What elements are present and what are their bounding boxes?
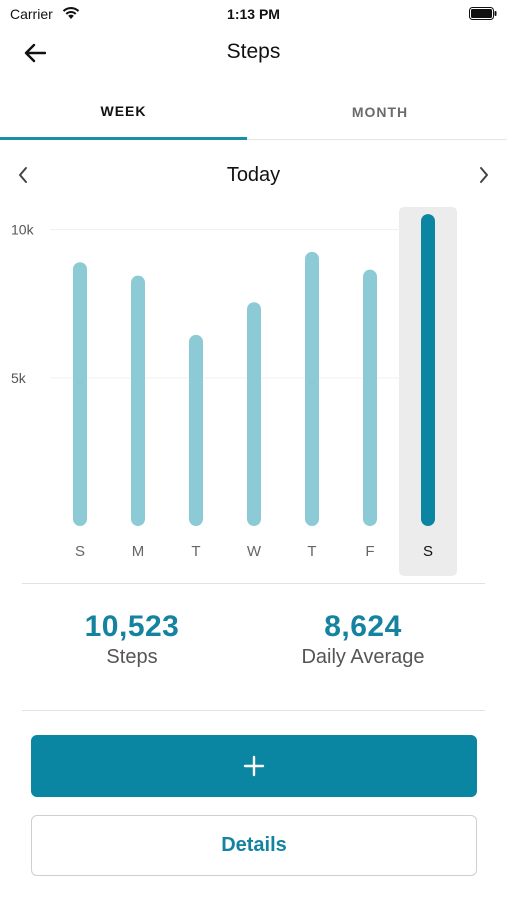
status-time: 1:13 PM: [227, 6, 280, 22]
period-navigator: Today: [0, 150, 507, 200]
daily-average-stat: 8,624 Daily Average: [263, 610, 463, 669]
divider: [22, 583, 485, 584]
y-tick-label: 5k: [11, 370, 27, 386]
tab-month[interactable]: MONTH: [351, 104, 409, 120]
add-steps-button[interactable]: [31, 735, 477, 797]
daily-average-label: Daily Average: [301, 646, 425, 668]
wifi-icon: [62, 7, 80, 19]
plus-icon: [243, 755, 265, 777]
stats-summary: 10,523 Steps 8,624 Daily Average: [0, 610, 507, 690]
chevron-right-icon: [480, 167, 488, 183]
tab-week[interactable]: WEEK: [0, 84, 247, 140]
x-tick-label: F: [365, 543, 374, 560]
steps-value: 10,523: [84, 610, 180, 643]
status-bar: Carrier 1:13 PM: [0, 0, 507, 28]
nav-bar: Steps: [0, 28, 507, 78]
steps-stat: 10,523 Steps: [32, 610, 232, 669]
x-tick-label: M: [132, 543, 145, 560]
battery-icon: [469, 7, 497, 20]
chevron-left-icon: [19, 167, 27, 183]
divider: [22, 710, 485, 711]
back-button[interactable]: [18, 38, 52, 68]
steps-bar-chart: 10k 5k S M T W T F S: [11, 207, 457, 576]
x-tick-label: S: [75, 543, 85, 560]
page-title: Steps: [226, 40, 281, 63]
daily-average-value: 8,624: [324, 610, 402, 643]
y-tick-label: 10k: [11, 222, 35, 238]
x-tick-label: T: [191, 543, 200, 560]
x-tick-label: W: [247, 543, 262, 560]
carrier-label: Carrier: [10, 6, 53, 22]
details-button[interactable]: Details: [31, 815, 477, 876]
period-tabs: WEEK MONTH: [0, 84, 507, 140]
x-tick-label: S: [423, 543, 433, 560]
arrow-left-icon: [24, 43, 46, 63]
previous-period-button[interactable]: [10, 162, 36, 188]
period-label: Today: [226, 164, 281, 186]
steps-label: Steps: [106, 646, 158, 668]
next-period-button[interactable]: [471, 162, 497, 188]
x-tick-label: T: [307, 543, 316, 560]
